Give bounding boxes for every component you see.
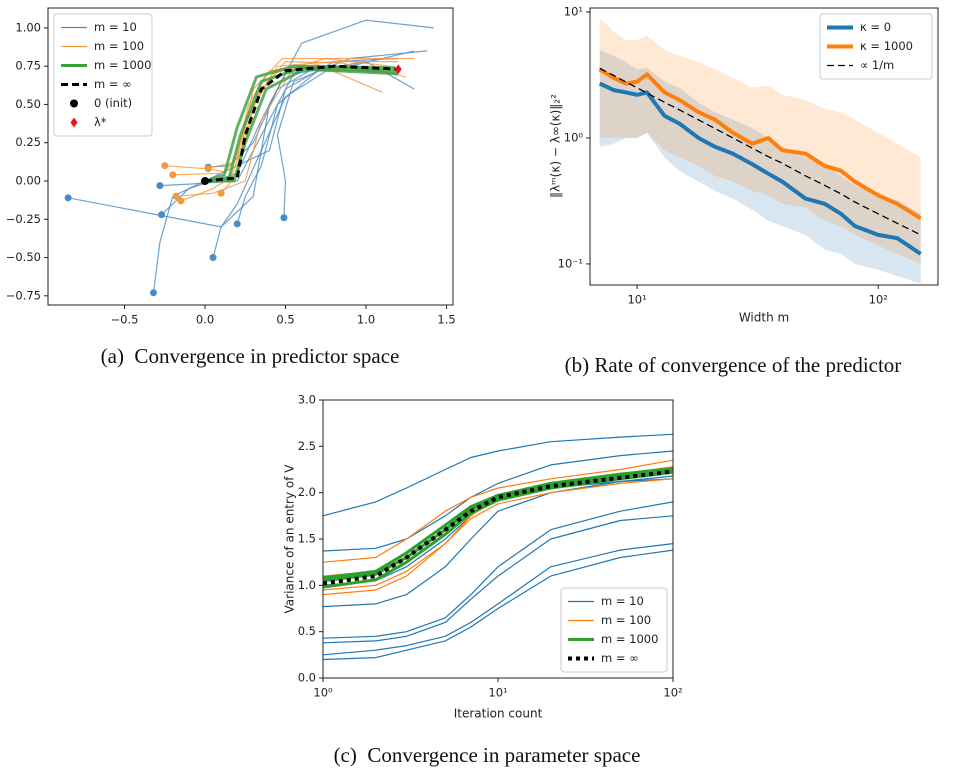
x-tick-label: 10²: [869, 293, 888, 307]
y-tick-label: 10⁰: [564, 130, 584, 144]
axes-frame: [589, 7, 939, 286]
legend-marker: [70, 117, 78, 128]
x-axis-label: Width m: [739, 311, 789, 325]
trajectory: [208, 65, 375, 168]
legend-box: [53, 13, 153, 137]
legend-label: κ = 1000: [860, 39, 913, 53]
legend-label: 0 (init): [94, 96, 132, 110]
x-tick-label: 10¹: [488, 686, 507, 700]
point-marker: [394, 64, 402, 75]
trajectory: [205, 67, 399, 183]
series-line: [322, 469, 674, 586]
x-tick-label: 1.0: [357, 313, 375, 327]
y-tick-label: 1.0: [298, 578, 316, 592]
caption: (a) Convergence in predictor space: [101, 344, 400, 368]
start-marker: [233, 220, 241, 228]
legend-box: [819, 13, 933, 80]
y-tick-label: 0.5: [298, 624, 316, 638]
y-tick-label: 0.00: [15, 173, 41, 187]
legend-label: κ = 0: [860, 20, 891, 34]
start-marker: [280, 214, 288, 222]
series-line: [598, 81, 922, 256]
start-marker: [64, 194, 72, 202]
series-line: [598, 67, 922, 221]
y-axis-label: Variance of an entry of V: [283, 464, 297, 614]
legend-label: m = 1000: [601, 632, 658, 646]
caption: (c) Convergence in parameter space: [334, 743, 641, 767]
y-tick-label: 0.0: [298, 671, 316, 685]
axes-frame: [47, 7, 454, 306]
y-tick-label: 2.5: [298, 439, 316, 453]
legend-label: m = 100: [94, 39, 144, 53]
series-line: [322, 459, 674, 563]
legend-label: λ*: [94, 115, 107, 129]
legend-label: m = 100: [601, 613, 651, 627]
series-line: [322, 478, 674, 591]
start-marker: [149, 289, 157, 297]
y-tick-label: 2.0: [298, 485, 316, 499]
y-tick-label: 1.5: [298, 532, 316, 546]
x-tick-label: 10¹: [627, 293, 646, 307]
trajectory: [220, 57, 415, 194]
x-axis-label: Iteration count: [454, 707, 543, 721]
start-marker: [209, 254, 217, 262]
trajectory: [159, 61, 415, 187]
start-marker: [156, 182, 164, 190]
series-line: [322, 549, 674, 661]
y-tick-label: 1.00: [15, 20, 41, 34]
x-tick-label: 0.0: [196, 313, 214, 327]
y-tick-label: 0.25: [15, 135, 41, 149]
x-tick-label: 1.5: [437, 313, 455, 327]
x-tick-label: 0.5: [276, 313, 294, 327]
x-tick-label: 10⁰: [313, 686, 333, 700]
legend-marker: [70, 99, 78, 108]
y-tick-label: 3.0: [298, 393, 316, 407]
y-tick-label: 10⁻¹: [558, 256, 583, 270]
y-tick-label: 0.50: [15, 97, 41, 111]
series-line: [322, 515, 674, 644]
legend-label: m = 1000: [94, 58, 151, 72]
start-marker: [169, 171, 177, 179]
legend-label: m = 10: [94, 20, 137, 34]
start-marker: [204, 165, 212, 173]
y-tick-label: 0.75: [15, 59, 41, 73]
start-marker: [172, 192, 180, 200]
point-marker: [201, 176, 210, 185]
series-line: [322, 475, 674, 608]
series-line: [599, 67, 921, 236]
start-marker: [177, 197, 185, 205]
x-tick-label: −0.5: [111, 313, 139, 327]
y-tick-label: −0.25: [6, 212, 41, 226]
trajectory: [161, 50, 415, 216]
series-line: [322, 467, 674, 580]
series-line: [322, 501, 674, 639]
y-tick-label: −0.50: [6, 250, 41, 264]
legend-label: m = ∞: [94, 77, 132, 91]
trajectory: [204, 64, 396, 183]
legend-label: m = 10: [601, 594, 644, 608]
series-line: [322, 543, 674, 656]
legend-label: m = ∞: [601, 651, 639, 665]
x-tick-label: 10²: [663, 686, 682, 700]
legend-label: ∝ 1/m: [860, 58, 894, 72]
y-tick-label: −0.75: [6, 288, 41, 302]
trajectory: [276, 50, 428, 218]
start-marker: [161, 162, 169, 170]
start-marker: [217, 189, 225, 197]
caption: (b) Rate of convergence of the predictor: [565, 353, 902, 377]
y-axis-label: ‖λᵐ(κ) − λ∞(κ)‖₂²: [549, 94, 563, 198]
series-line: [322, 468, 674, 583]
y-tick-label: 10¹: [564, 5, 583, 19]
legend-box: [560, 587, 668, 673]
start-marker: [158, 211, 166, 219]
series-line: [322, 433, 674, 517]
trajectory: [204, 64, 399, 183]
